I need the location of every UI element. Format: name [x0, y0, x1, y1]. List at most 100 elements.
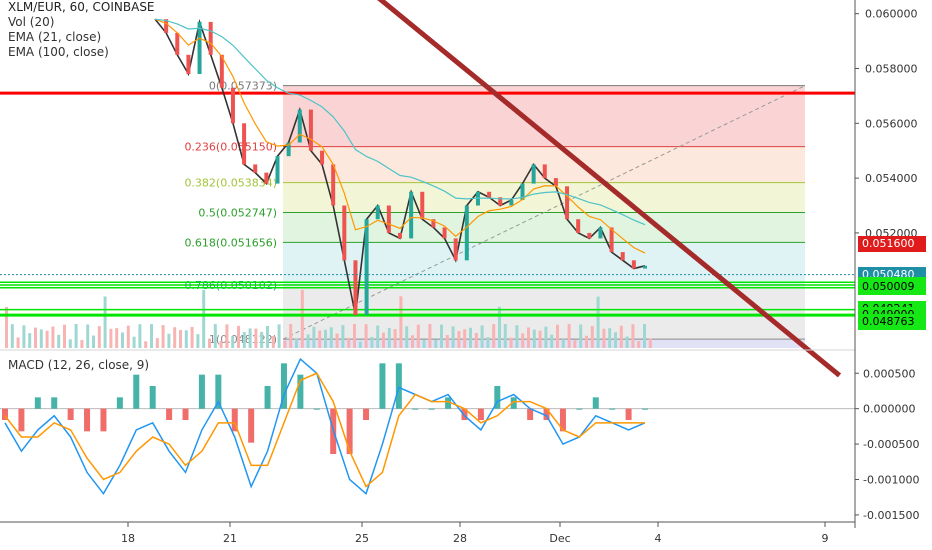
macd-histogram-bar — [100, 408, 107, 432]
fib-zone — [283, 85, 805, 147]
price-tick-label: 0.058000 — [865, 63, 918, 76]
volume-bar — [312, 326, 316, 348]
volume-bar — [631, 324, 635, 348]
volume-bar — [585, 335, 588, 348]
volume-bar — [248, 328, 252, 348]
volume-bar — [393, 329, 397, 348]
macd-title[interactable]: MACD (12, 26, close, 9) — [8, 358, 150, 372]
volume-bar — [428, 324, 432, 348]
volume-bar — [22, 325, 26, 348]
candle — [420, 191, 425, 220]
macd-histogram-bar — [67, 408, 74, 420]
candle — [509, 200, 514, 206]
macd-histogram-bar — [559, 408, 566, 432]
volume-bar — [289, 324, 293, 348]
volume-bar — [92, 335, 95, 348]
candle — [620, 252, 625, 261]
macd-histogram-bar — [642, 408, 648, 410]
volume-bar — [596, 296, 600, 348]
time-tick-label: Dec — [549, 532, 570, 545]
volume-bar — [399, 296, 403, 348]
volume-bar — [51, 326, 55, 348]
volume-bar — [457, 331, 461, 348]
price-tick-label: 0.060000 — [865, 8, 918, 21]
volume-bar — [486, 337, 490, 348]
candle — [453, 238, 458, 261]
volume-bar — [434, 339, 438, 348]
ema21-line — [154, 18, 646, 254]
volume-bar — [184, 330, 188, 348]
candle — [331, 164, 336, 206]
volume-bar — [103, 296, 107, 348]
volume-bar — [550, 334, 554, 348]
volume-bar — [167, 333, 171, 348]
time-tick-label: 18 — [121, 532, 135, 545]
volume-bar — [538, 330, 542, 348]
macd-histogram-bar — [445, 397, 452, 409]
macd-histogram-bar — [428, 408, 435, 410]
volume-bar — [364, 324, 368, 348]
macd-histogram-bar — [313, 408, 320, 410]
price-tag: 0.048763 — [858, 313, 926, 330]
volume-bar — [126, 325, 130, 348]
vol-legend[interactable]: Vol (20) — [8, 15, 55, 29]
fib-zone — [283, 212, 805, 243]
volume-bar — [190, 326, 194, 348]
candle — [342, 205, 347, 261]
volume-bar — [445, 335, 449, 348]
macd-tick-label: -0.001500 — [863, 509, 919, 522]
candle — [487, 191, 492, 198]
candle — [587, 232, 592, 239]
candle — [219, 54, 224, 88]
volume-bar — [225, 324, 229, 348]
candle — [498, 197, 503, 206]
candle — [609, 227, 614, 253]
volume-bar — [643, 324, 646, 348]
volume-bar — [266, 325, 269, 348]
price-tag: 0.050009 — [858, 279, 926, 296]
signal-line — [4, 372, 645, 488]
volume-bar — [556, 324, 559, 348]
macd-histogram-bar — [609, 408, 616, 410]
candle — [520, 183, 525, 201]
candle — [175, 32, 180, 55]
candle — [542, 164, 547, 179]
volume-bar — [155, 338, 159, 348]
volume-bar — [544, 326, 548, 348]
macd-tick-label: 0.000500 — [863, 367, 916, 380]
volume-bar — [260, 331, 264, 348]
macd-histogram-bar — [215, 374, 222, 409]
macd-pane[interactable] — [0, 357, 855, 496]
candle — [264, 172, 269, 184]
candle — [531, 164, 536, 184]
macd-tick-label: -0.001000 — [863, 474, 919, 487]
volume-bar — [254, 328, 258, 348]
volume-bar — [202, 289, 206, 348]
ema21-legend[interactable]: EMA (21, close) — [8, 30, 102, 44]
candle — [197, 21, 202, 74]
ema100-legend[interactable]: EMA (100, close) — [8, 45, 109, 59]
volume-bar — [10, 324, 14, 348]
macd-histogram-bar — [461, 408, 468, 420]
volume-bar — [567, 324, 571, 348]
macd-histogram-bar — [84, 408, 91, 432]
volume-bar — [80, 340, 84, 348]
symbol-title[interactable]: XLM/EUR, 60, COINBASE — [8, 0, 155, 14]
macd-histogram-bar — [166, 408, 173, 420]
macd-histogram-bar — [576, 408, 583, 410]
macd-histogram-bar — [494, 386, 501, 409]
candle — [297, 109, 302, 143]
candle — [253, 164, 258, 173]
macd-histogram-bar — [625, 408, 632, 420]
price-pane[interactable]: 0(0.057373) 0.236(0.055150) 0.382(0.053834… — [0, 0, 855, 378]
volume-bar — [590, 326, 594, 348]
volume-bar — [121, 332, 124, 348]
volume-bar — [335, 333, 339, 348]
candle — [409, 191, 414, 239]
fib-zone — [283, 284, 805, 340]
macd-histogram-bar — [149, 386, 156, 409]
price-tick-label: 0.056000 — [865, 117, 918, 130]
fib-label: 0(0.057373) — [209, 80, 277, 93]
macd-histogram-bar — [248, 408, 255, 443]
